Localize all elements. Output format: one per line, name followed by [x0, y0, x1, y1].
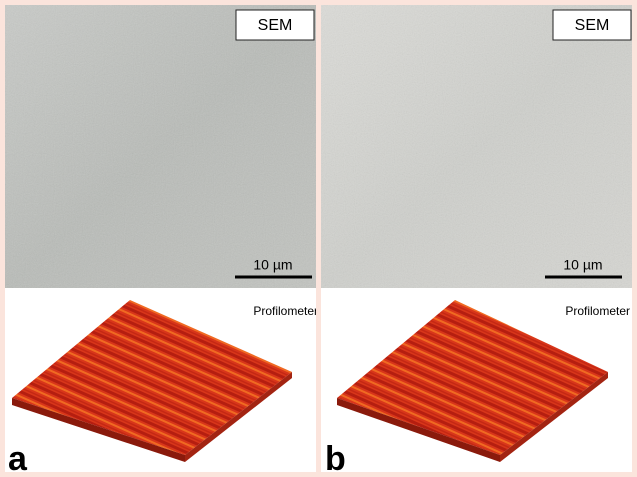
panel-b: SEM 10 µm Profilometer b: [321, 5, 632, 477]
panel-label: a: [8, 440, 28, 477]
sem-image: [321, 5, 632, 288]
figure: SEM 10 µm Profilometer a SEM 10 µm Profi…: [0, 0, 637, 477]
sem-label: SEM: [258, 17, 293, 34]
divider: [316, 5, 321, 472]
panel-label: b: [325, 440, 346, 477]
profile-label: Profilometer: [565, 304, 630, 318]
scale-bar-label: 10 µm: [253, 257, 292, 273]
sem-image: [5, 5, 316, 288]
sem-label: SEM: [575, 17, 610, 34]
profile-label: Profilometer: [253, 304, 318, 318]
scale-bar-label: 10 µm: [563, 257, 602, 273]
panel-a: SEM 10 µm Profilometer a: [5, 5, 318, 477]
